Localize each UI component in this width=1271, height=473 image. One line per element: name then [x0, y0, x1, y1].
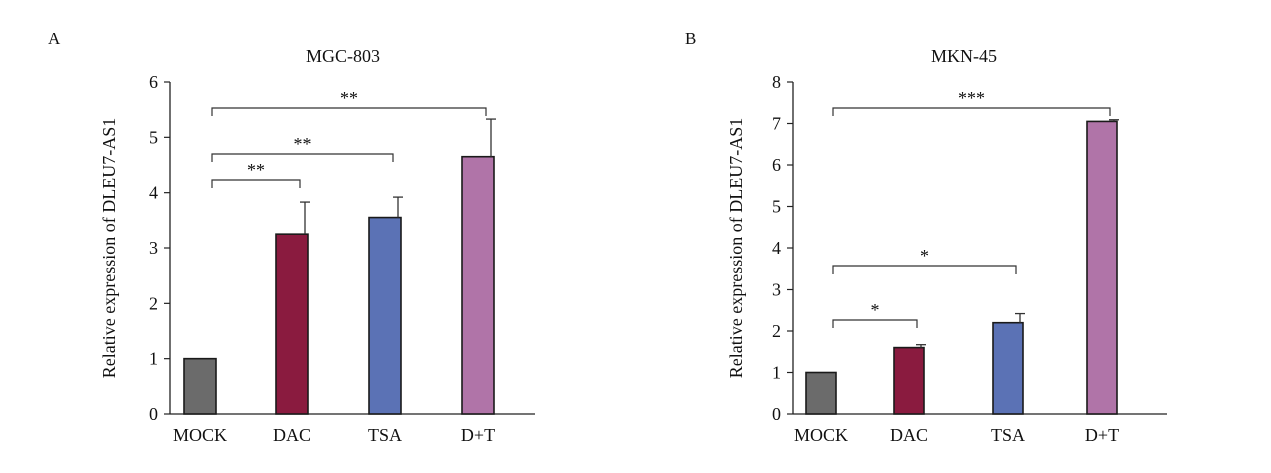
chart-panel-b: B MKN-45 Relative expression of DLEU7-AS1 0…	[630, 0, 1271, 473]
significance-label: *	[920, 246, 929, 266]
significance-bracket: **	[211, 134, 394, 162]
y-tick-label: 5	[149, 127, 158, 147]
bar-mock	[805, 371, 837, 415]
y-tick-label: 5	[772, 197, 781, 217]
y-tick-label: 1	[149, 349, 158, 369]
bar-dac	[893, 346, 925, 415]
significance-line	[832, 265, 1017, 274]
panel-label: A	[48, 29, 61, 48]
significance-label: *	[871, 300, 880, 320]
y-tick-label: 6	[149, 72, 158, 92]
y-tick-label: 7	[772, 114, 781, 134]
y-tick-label: 2	[772, 321, 781, 341]
chart-panel-a: A MGC-803 Relative expression of DLEU7-AS1…	[0, 0, 630, 473]
significance-label: **	[247, 160, 265, 180]
x-tick-label: DAC	[273, 425, 311, 445]
y-axis-label: Relative expression of DLEU7-AS1	[726, 118, 746, 378]
significance-line	[832, 319, 918, 328]
y-tick-label: 3	[149, 238, 158, 258]
y-tick-label: 0	[149, 404, 158, 424]
significance-bracket: **	[211, 88, 487, 116]
x-tick-label: D+T	[1085, 425, 1119, 445]
significance-line	[211, 107, 487, 116]
significance-bracket: *	[832, 300, 918, 328]
chart-title: MGC-803	[306, 46, 380, 66]
x-tick-label: MOCK	[794, 425, 848, 445]
y-tick-label: 1	[772, 363, 781, 383]
significance-line	[211, 179, 301, 188]
significance-bracket: *	[832, 246, 1017, 274]
y-tick-label: 0	[772, 404, 781, 424]
significance-label: **	[340, 88, 358, 108]
y-tick-label: 4	[149, 183, 158, 203]
chart-b-svg: B MKN-45 Relative expression of DLEU7-AS1 0…	[685, 29, 1167, 445]
y-axis-label: Relative expression of DLEU7-AS1	[99, 118, 119, 378]
x-tick-label: D+T	[461, 425, 495, 445]
chart-title: MKN-45	[931, 46, 997, 66]
y-tick-label: 6	[772, 155, 781, 175]
bar-mock	[183, 357, 217, 415]
significance-label: ***	[958, 88, 985, 108]
bar-tsa	[368, 216, 402, 415]
significance-bracket: **	[211, 160, 301, 188]
chart-a-svg: A MGC-803 Relative expression of DLEU7-AS1…	[48, 29, 535, 445]
significance-label: **	[294, 134, 312, 154]
bar-dt	[461, 155, 495, 415]
bar-dt	[1086, 120, 1118, 415]
x-tick-label: TSA	[991, 425, 1025, 445]
bar-tsa	[992, 321, 1024, 415]
x-tick-label: DAC	[890, 425, 928, 445]
significance-line	[211, 153, 394, 162]
y-tick-label: 8	[772, 72, 781, 92]
bar-dac	[275, 233, 309, 415]
y-tick-label: 2	[149, 293, 158, 313]
y-tick-label: 4	[772, 238, 781, 258]
significance-line	[832, 107, 1111, 116]
y-tick-label: 3	[772, 280, 781, 300]
x-tick-label: MOCK	[173, 425, 227, 445]
significance-bracket: ***	[832, 88, 1111, 116]
panel-label: B	[685, 29, 696, 48]
x-tick-label: TSA	[368, 425, 402, 445]
